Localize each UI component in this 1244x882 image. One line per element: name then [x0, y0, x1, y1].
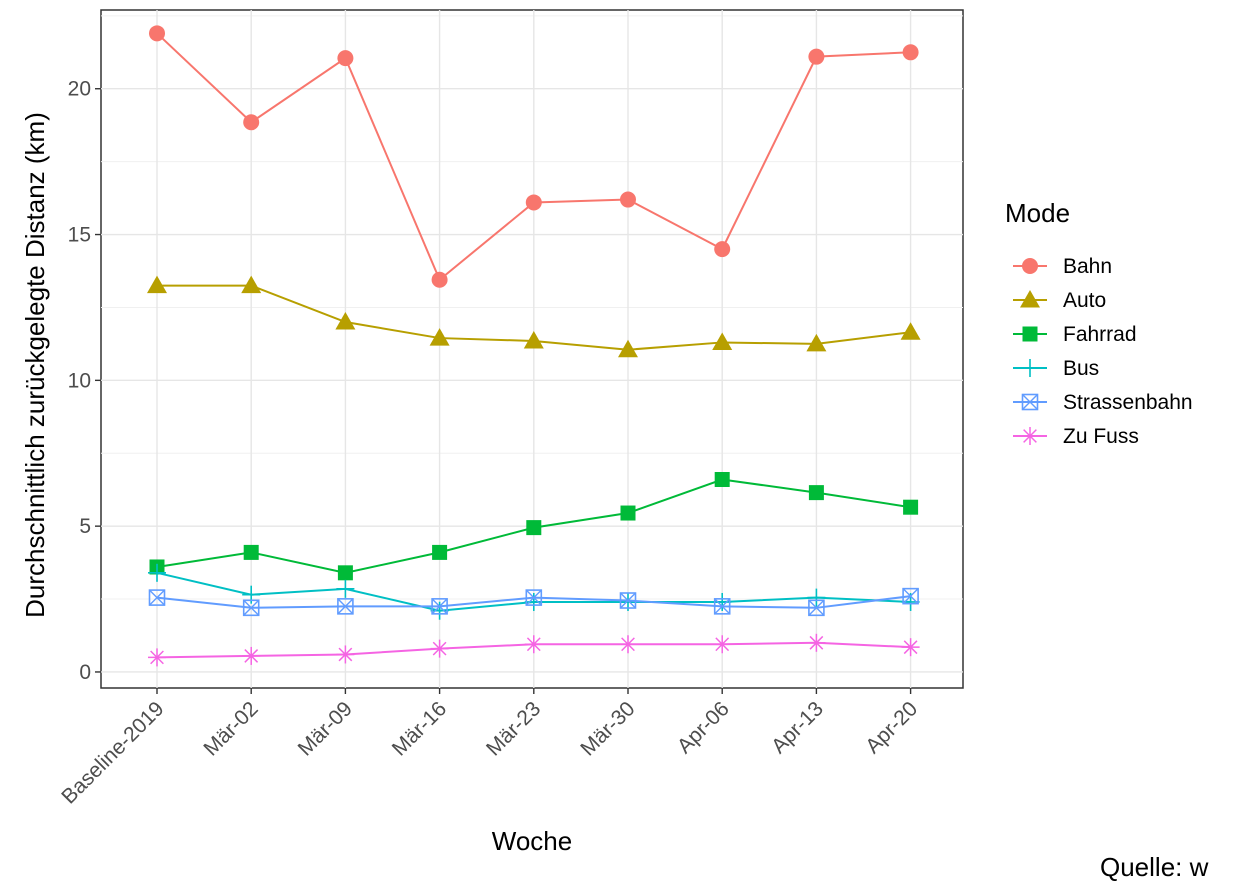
- data-point-zu-fuss: [807, 633, 826, 652]
- legend-marker-bahn: [1022, 258, 1038, 274]
- data-point-zu-fuss: [336, 645, 355, 664]
- data-point-bus: [336, 579, 355, 598]
- data-point-bahn: [808, 48, 825, 65]
- data-point-strassenbahn: [808, 599, 825, 617]
- data-point-bahn: [243, 114, 260, 131]
- x-tick-label: Mär-09: [294, 697, 357, 760]
- y-tick-label: 0: [79, 661, 91, 684]
- y-tick-label: 15: [68, 224, 91, 247]
- y-tick-label: 5: [79, 515, 91, 538]
- series-layer: [147, 25, 921, 667]
- legend-marker-strassenbahn: [1021, 393, 1039, 411]
- data-point-bus: [713, 592, 732, 611]
- data-point-bus: [148, 563, 166, 582]
- legend-marker-fahrrad: [1022, 326, 1038, 342]
- data-point-fahrrad: [714, 471, 730, 487]
- data-point-strassenbahn: [431, 598, 448, 615]
- legend-label-auto: Auto: [1063, 289, 1106, 312]
- data-point-bahn: [149, 25, 165, 42]
- data-point-strassenbahn: [619, 592, 637, 609]
- x-tick-label: Mär-30: [576, 697, 639, 760]
- data-point-auto: [712, 332, 733, 350]
- panel-background: [100, 9, 964, 689]
- data-point-bahn: [620, 191, 636, 208]
- legend-label-fahrrad: Fahrrad: [1063, 323, 1137, 346]
- y-axis-title: Durchschnittlich zurückgelegte Distanz (…: [20, 112, 50, 618]
- series-auto: [147, 275, 921, 358]
- legend-item-bus: Bus: [1013, 357, 1099, 380]
- data-point-zu-fuss: [524, 635, 543, 654]
- legend-marker-bus: [1021, 359, 1039, 377]
- data-point-fahrrad: [526, 520, 542, 536]
- data-point-zu-fuss: [713, 635, 732, 654]
- data-point-bus: [524, 592, 543, 611]
- data-point-strassenbahn: [148, 589, 166, 606]
- data-point-auto: [806, 333, 827, 352]
- data-point-strassenbahn: [713, 598, 731, 615]
- data-point-auto: [429, 328, 450, 346]
- data-point-auto: [241, 275, 262, 294]
- data-point-auto: [618, 339, 638, 358]
- data-point-fahrrad: [903, 499, 919, 515]
- minor-gridlines: [101, 15, 963, 600]
- data-point-strassenbahn: [902, 587, 919, 605]
- data-point-auto: [147, 275, 167, 294]
- data-point-bahn: [714, 241, 731, 258]
- series-fahrrad: [149, 471, 919, 581]
- data-point-fahrrad: [337, 565, 353, 581]
- x-tick-label: Apr-13: [767, 697, 828, 758]
- legend-label-bus: Bus: [1063, 357, 1099, 380]
- data-point-bahn: [431, 271, 448, 288]
- legend-label-bahn: Bahn: [1063, 255, 1112, 278]
- data-point-auto: [900, 322, 921, 340]
- legend-marker-zu-fuss: [1021, 427, 1039, 445]
- source-text: Quelle: w: [1100, 852, 1209, 882]
- data-point-fahrrad: [808, 485, 824, 501]
- data-point-strassenbahn: [337, 598, 354, 615]
- data-point-fahrrad: [243, 544, 259, 560]
- x-tick-label: Mär-16: [388, 697, 451, 760]
- legend-item-bahn: Bahn: [1013, 255, 1112, 278]
- data-point-auto: [335, 312, 356, 330]
- data-point-zu-fuss: [430, 639, 449, 658]
- legend-item-zu-fuss: Zu Fuss: [1013, 425, 1139, 448]
- x-tick-label: Apr-06: [673, 697, 734, 758]
- x-tick-label: Apr-20: [861, 697, 922, 758]
- data-point-bus: [430, 601, 449, 620]
- data-point-bahn: [902, 44, 919, 61]
- legend-item-auto: Auto: [1013, 289, 1106, 312]
- data-point-bahn: [525, 194, 542, 211]
- data-point-fahrrad: [432, 544, 448, 560]
- data-point-auto: [523, 330, 544, 349]
- legend-marker-auto: [1020, 290, 1040, 308]
- data-point-bus: [807, 588, 826, 607]
- x-tick-label: Baseline-2019: [57, 697, 168, 808]
- y-tick-label: 20: [68, 78, 91, 101]
- series-bahn: [149, 25, 919, 288]
- data-point-zu-fuss: [901, 638, 920, 657]
- data-point-strassenbahn: [242, 599, 260, 617]
- x-axis-title: Woche: [492, 826, 572, 856]
- data-point-zu-fuss: [242, 646, 261, 665]
- legend-label-zu-fuss: Zu Fuss: [1063, 425, 1139, 448]
- data-point-zu-fuss: [148, 648, 166, 667]
- series-bus: [148, 563, 920, 620]
- series-strassenbahn: [148, 587, 919, 617]
- data-point-fahrrad: [620, 505, 636, 521]
- data-point-strassenbahn: [525, 589, 543, 606]
- legend-item-strassenbahn: Strassenbahn: [1013, 391, 1193, 414]
- legend-label-strassenbahn: Strassenbahn: [1063, 391, 1193, 414]
- legend-item-fahrrad: Fahrrad: [1013, 323, 1137, 346]
- series-zu-fuss: [148, 633, 920, 667]
- y-tick-label: 10: [68, 369, 91, 392]
- legend-title: Mode: [1005, 198, 1070, 228]
- data-point-bahn: [337, 50, 354, 67]
- legend: Mode Bahn Auto Fahrrad Bus Strassenbahn Zu Fus…: [1005, 198, 1193, 448]
- data-point-zu-fuss: [619, 635, 637, 654]
- x-tick-label: Mär-23: [482, 697, 545, 760]
- x-tick-label: Mär-02: [199, 697, 262, 760]
